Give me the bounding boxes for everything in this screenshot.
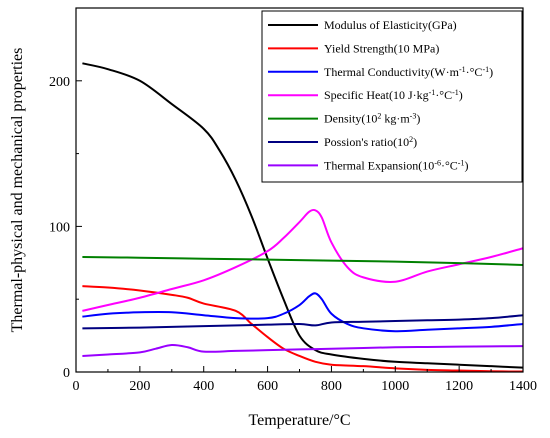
series-layer [82, 62, 524, 373]
legend-text-part: Density(10 [324, 112, 377, 126]
y-tick-label: 200 [49, 75, 70, 90]
x-tick-label: 800 [321, 379, 342, 394]
legend-text-part: ·°C [466, 65, 483, 79]
legend-text-part: Yield Strength(10 MPa) [324, 41, 439, 55]
series-line-6 [82, 314, 524, 330]
x-tick-label: 400 [193, 379, 214, 394]
legend-superscript: -6 [434, 158, 441, 167]
legend-label-4: Specific Heat(10 J·kg-1·°C-1) [324, 88, 463, 103]
legend-superscript: -3 [410, 111, 417, 120]
legend-text-part: Specific Heat(10 J·kg [324, 88, 429, 102]
legend-superscript: 2 [409, 135, 413, 144]
legend-text-part: ·°C [441, 158, 458, 172]
ticks-layer: 0 200 400 600 800 1000 1200 1400 0 100 200 [49, 7, 537, 394]
legend-superscript: -1 [459, 64, 466, 73]
y-tick-label: 0 [63, 366, 70, 381]
legend-label-5: Density(102 kg·m-3) [324, 111, 420, 126]
legend-text-part: Possion's ratio(10 [324, 135, 409, 149]
series-line-5 [82, 255, 524, 266]
x-tick-label: 1000 [381, 379, 409, 394]
series-line-7 [82, 344, 524, 357]
x-tick-label: 1400 [509, 379, 537, 394]
y-tick-label: 100 [49, 220, 70, 235]
legend-label-2: Yield Strength(10 MPa) [324, 41, 439, 55]
legend-text-part: Thermal Conductivity(W·m [324, 65, 460, 79]
x-tick-label: 1200 [445, 379, 473, 394]
legend-text-part: ·°C [435, 88, 452, 102]
legend-label-3: Thermal Conductivity(W·m-1·°C-1) [324, 64, 493, 79]
x-tick-label: 0 [73, 379, 80, 394]
legend-superscript: -1 [482, 64, 489, 73]
x-tick-label: 200 [129, 379, 150, 394]
legend-box [261, 10, 523, 183]
legend-text-part: ) [413, 135, 417, 149]
legend: Modulus of Elasticity(GPa) Yield Strength… [261, 10, 523, 183]
legend-label-6: Possion's ratio(102) [324, 135, 417, 150]
legend-text-part: ) [416, 112, 420, 126]
legend-superscript: -1 [458, 158, 465, 167]
legend-label-7: Thermal Expansion(10-6·°C-1) [324, 158, 468, 173]
legend-superscript: -1 [429, 88, 436, 97]
legend-text-part: Thermal Expansion(10 [324, 158, 434, 172]
x-axis-title: Temperature/°C [248, 412, 350, 429]
legend-text-part: Modulus of Elasticity(GPa) [324, 18, 457, 32]
y-axis-title: Thermal-physical and mechanical properti… [9, 48, 26, 333]
series-line-4 [82, 208, 524, 312]
legend-text-part: ) [464, 158, 468, 172]
legend-superscript: 2 [377, 111, 381, 120]
legend-text-part: kg·m [381, 112, 410, 126]
legend-label-1: Modulus of Elasticity(GPa) [324, 18, 457, 32]
legend-superscript: -1 [452, 88, 459, 97]
legend-text-part: ) [459, 88, 463, 102]
legend-text-part: ) [489, 65, 493, 79]
series-line-3 [82, 292, 524, 333]
x-tick-label: 600 [257, 379, 278, 394]
series-line-1 [82, 62, 524, 369]
